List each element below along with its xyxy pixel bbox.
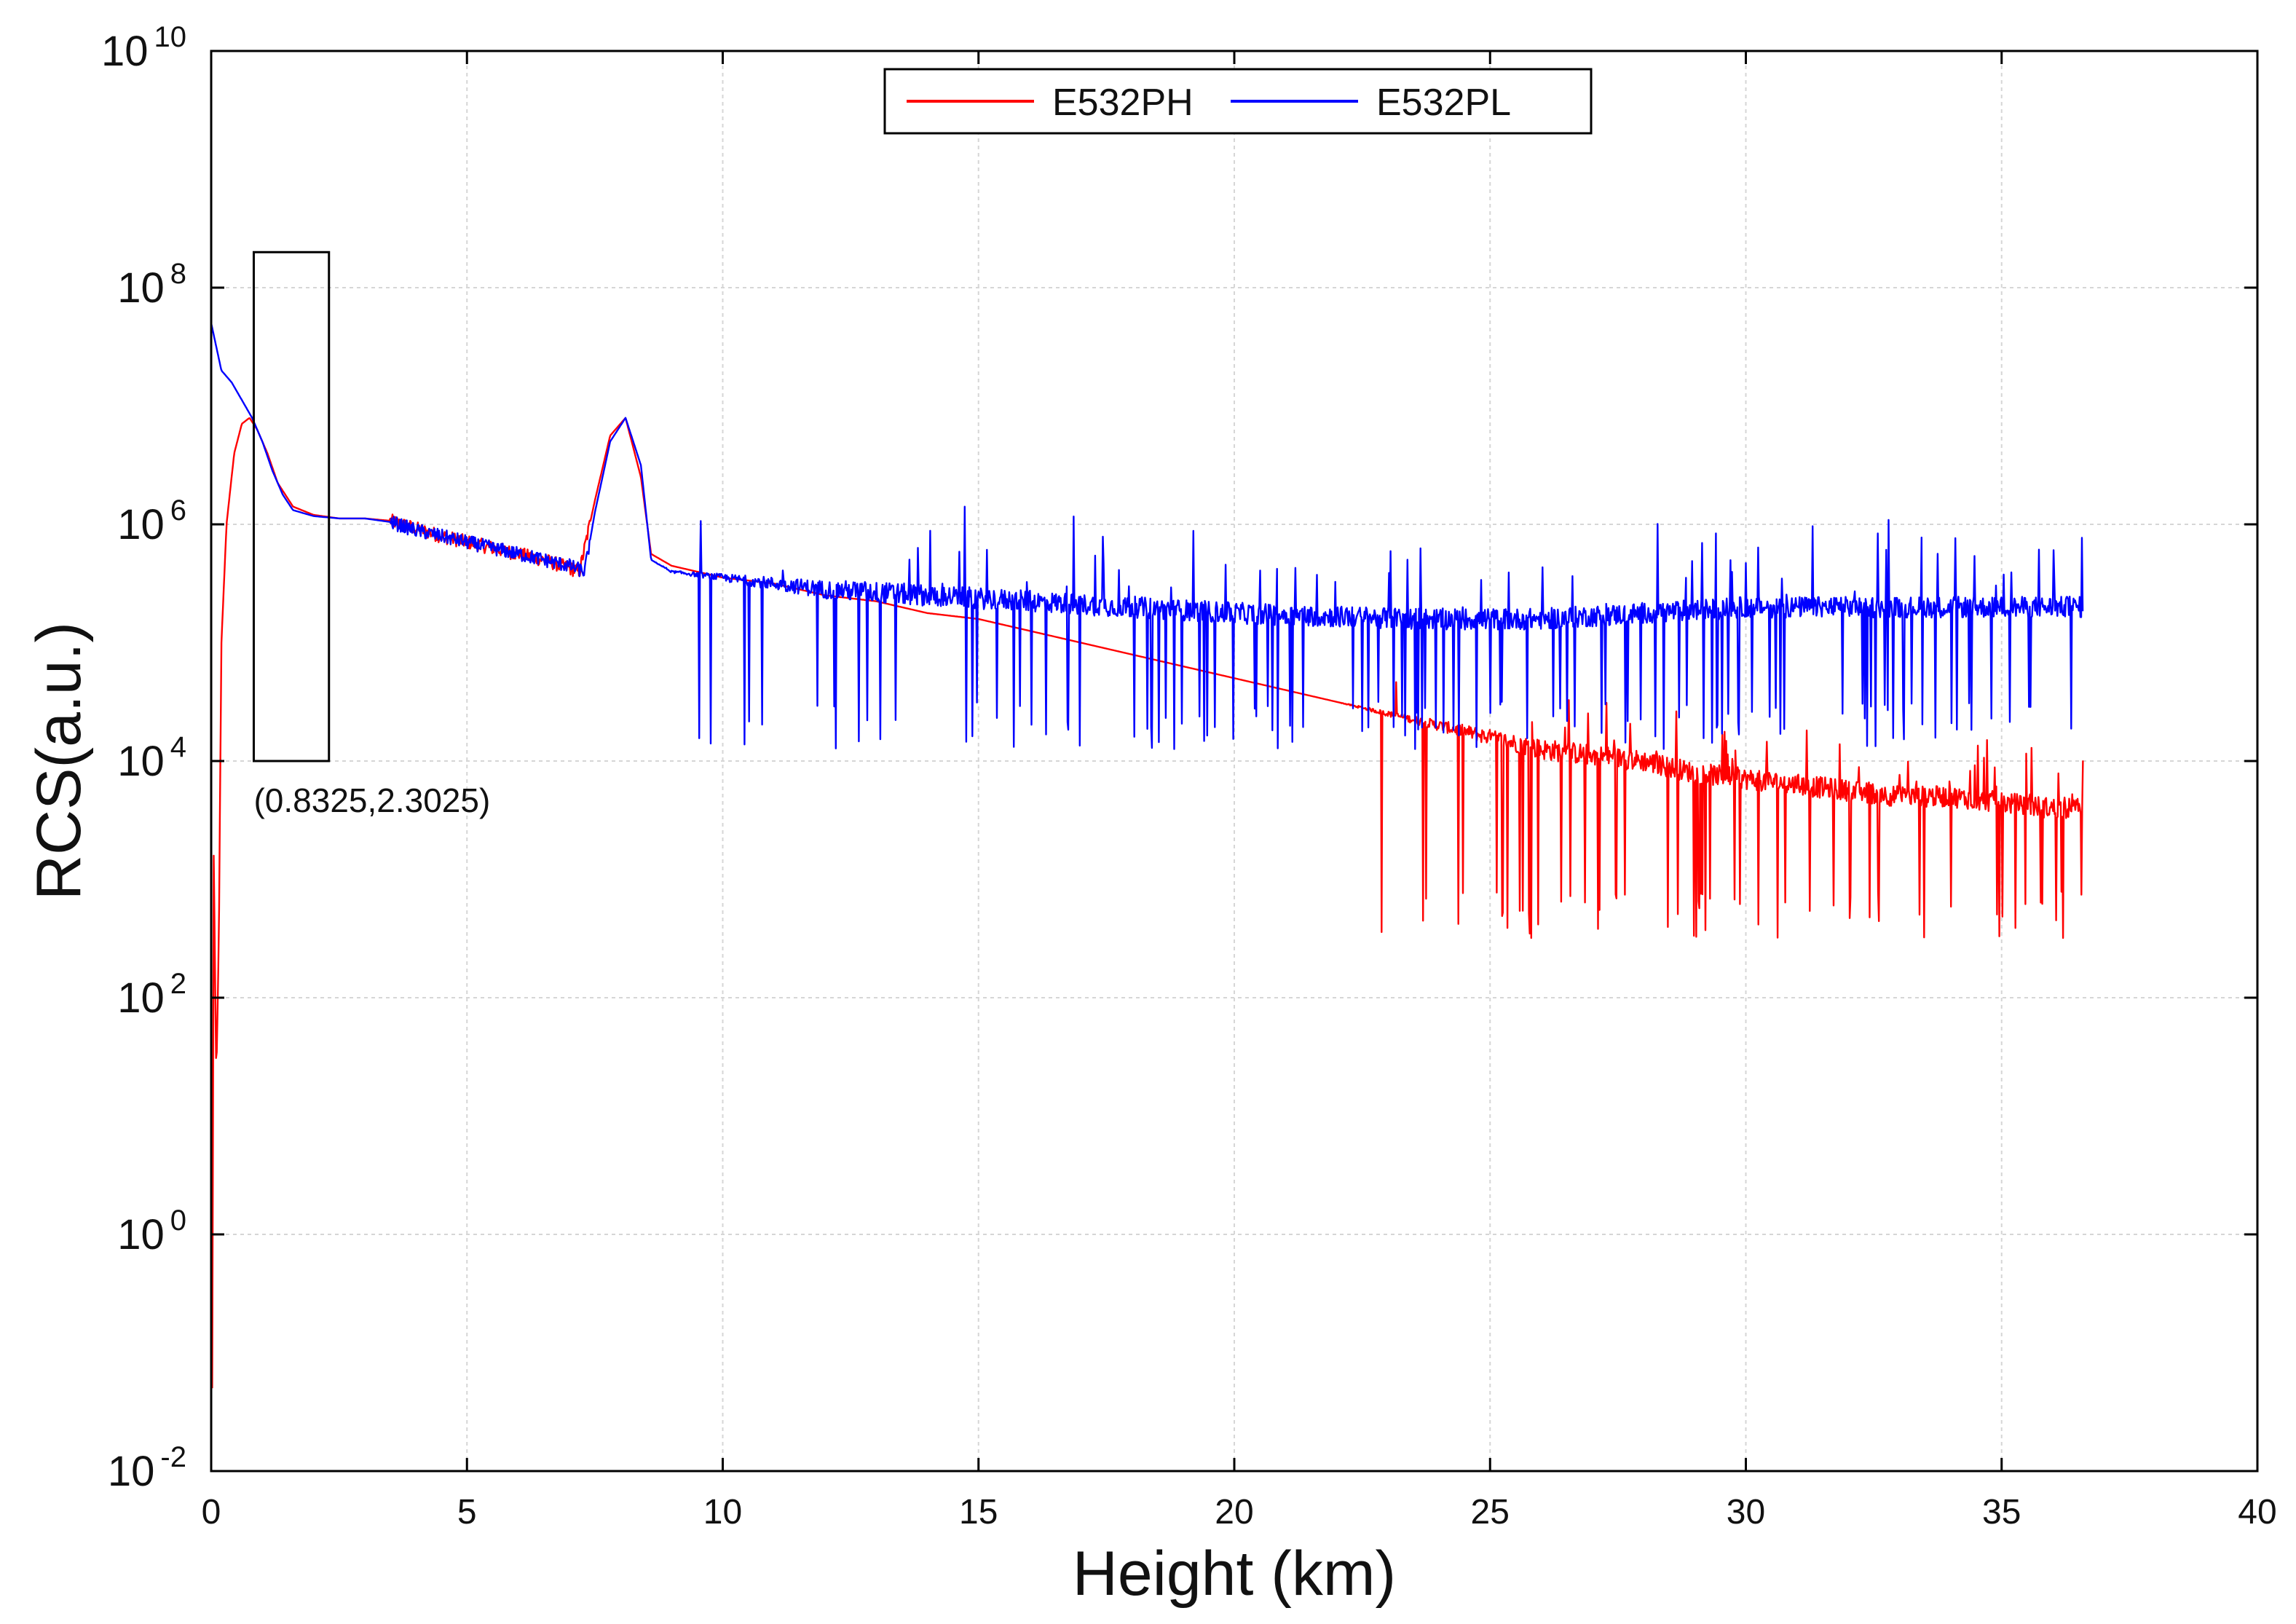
x-tick-label: 40 <box>2238 1493 2276 1532</box>
legend: E532PH E532PL <box>883 68 1593 135</box>
x-tick-label: 0 <box>202 1493 221 1532</box>
legend-label-e532ph: E532PH <box>1052 82 1194 124</box>
legend-label-e532pl: E532PL <box>1376 82 1511 124</box>
y-tick-label: 10 4 <box>117 731 186 785</box>
y-tick-label: 10 -2 <box>108 1441 186 1495</box>
x-tick-label: 15 <box>959 1493 998 1532</box>
grid <box>211 51 2257 1471</box>
x-tick-label: 25 <box>1471 1493 1510 1532</box>
x-tick-label: 20 <box>1215 1493 1253 1532</box>
x-tick-label: 10 <box>703 1493 742 1532</box>
y-axis-title: RCS(a.u.) <box>24 622 94 900</box>
annotation-label: (0.8325,2.3025) <box>253 781 490 819</box>
y-tick-label: 10 10 <box>101 21 186 75</box>
series-e532ph <box>211 417 2084 1389</box>
series-e532pl <box>210 323 2084 750</box>
y-tick-label: 10 6 <box>117 494 186 548</box>
y-tick-label: 10 0 <box>117 1205 186 1258</box>
series-layer <box>210 323 2084 1389</box>
x-axis-title: Height (km) <box>1073 1539 1396 1609</box>
y-tick-label: 10 8 <box>117 258 186 312</box>
annotation: (0.8325,2.3025) <box>252 251 490 819</box>
annotation-box <box>252 251 331 762</box>
x-tick-label: 5 <box>457 1493 477 1532</box>
x-tick-label: 35 <box>1982 1493 2021 1532</box>
x-tick-label: 30 <box>1727 1493 1765 1532</box>
y-tick-label: 10 2 <box>117 968 186 1022</box>
